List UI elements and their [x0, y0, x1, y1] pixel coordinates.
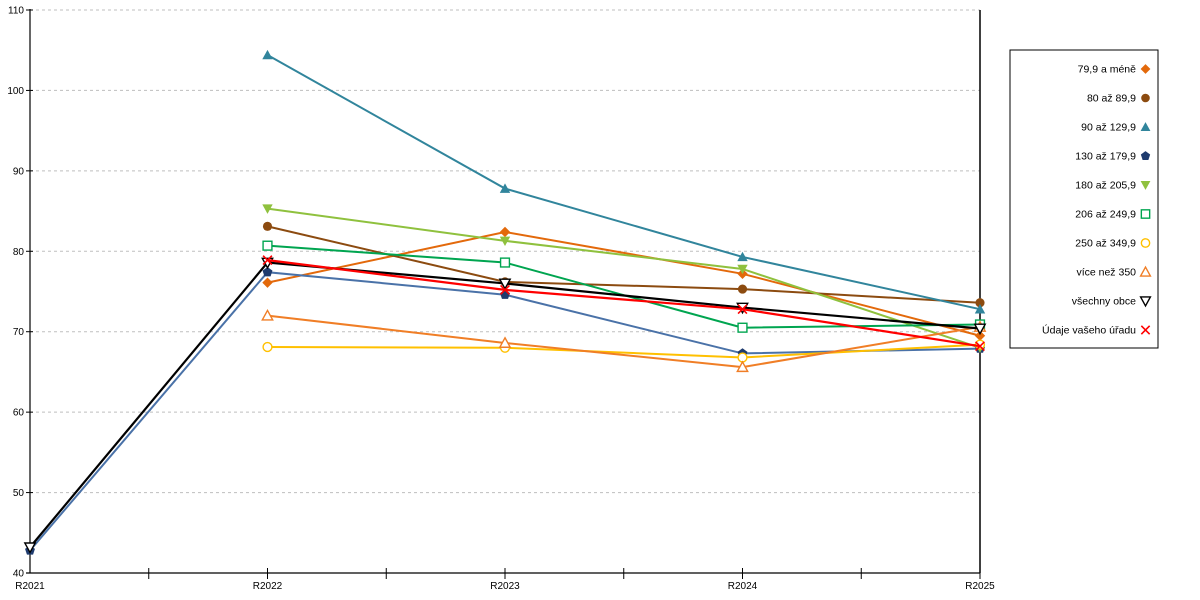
- data-point-marker: [736, 360, 749, 373]
- legend-marker-icon: [1140, 209, 1151, 219]
- legend-border: [1009, 49, 1159, 349]
- data-point-marker: [499, 236, 511, 247]
- legend-marker-icon: [1139, 265, 1152, 277]
- legend-item: všechny obce: [1072, 296, 1152, 308]
- series-line: [267, 314, 981, 369]
- data-point-marker: [973, 323, 987, 336]
- data-point-marker: [262, 341, 273, 353]
- data-point-marker: [262, 204, 273, 214]
- legend-item-label: 180 až 205,9: [1075, 180, 1136, 192]
- y-tick-label: 90: [13, 166, 25, 177]
- legend-marker-icon: [1140, 64, 1151, 74]
- data-point-marker: [262, 266, 273, 277]
- data-point-marker: [500, 284, 510, 295]
- data-point-marker: [499, 257, 511, 268]
- axes: [26, 9, 981, 574]
- legend-marker-icon: [1140, 151, 1151, 160]
- x-tick-label: R2023: [490, 581, 520, 592]
- y-tick-labels: 40 50 60 70 80 90 100 110: [7, 6, 33, 580]
- legend-item-label: 79,9 a méně: [1078, 64, 1137, 76]
- legend-item-label: více než 350: [1076, 267, 1136, 279]
- legend-marker-icon: [1141, 93, 1150, 103]
- y-tick-label: 100: [7, 86, 24, 97]
- y-tick-label: 60: [13, 408, 25, 419]
- x-tick-label: R2021: [15, 581, 45, 592]
- legend-item-label: Údaje vašeho úřadu: [1042, 324, 1136, 337]
- legend-marker-icon: [1140, 325, 1151, 335]
- y-tick-label: 40: [13, 569, 25, 580]
- data-point-marker: [737, 304, 748, 315]
- gridlines: [30, 9, 980, 494]
- series-1: [262, 226, 986, 341]
- data-point-marker: [262, 49, 273, 60]
- data-point-marker: [262, 240, 273, 251]
- series-line: [267, 225, 981, 304]
- data-point-marker: [737, 251, 748, 262]
- legend-item-label: 206 až 249,9: [1075, 209, 1136, 221]
- series-line: [267, 207, 981, 349]
- legend-item-label: 250 až 349,9: [1075, 238, 1136, 250]
- legend-marker-icon: [1140, 180, 1151, 190]
- legend-item: 250 až 349,9: [1075, 238, 1151, 250]
- legend-item: Údaje vašeho úřadu: [1042, 324, 1151, 337]
- legend-item: 79,9 a méně: [1078, 64, 1151, 76]
- legend-item-label: 90 až 129,9: [1081, 122, 1136, 134]
- data-point-marker: [23, 542, 37, 554]
- legend-item-label: všechny obce: [1072, 296, 1136, 308]
- legend-item: 130 až 179,9: [1075, 151, 1151, 163]
- y-tick-label: 80: [13, 247, 25, 258]
- legend-marker-icon: [1140, 122, 1151, 132]
- data-point-marker: [974, 339, 986, 350]
- data-point-marker: [737, 322, 748, 333]
- y-tick-label: 50: [13, 488, 25, 499]
- series-line: [267, 259, 981, 348]
- legend-marker-icon: [1139, 296, 1152, 308]
- x-tick-label: R2025: [965, 581, 995, 592]
- data-point-marker: [974, 303, 986, 314]
- legend-item: 80 až 89,9: [1087, 93, 1150, 105]
- data-point-marker: [499, 226, 511, 238]
- series-line: [267, 230, 981, 337]
- series-line: [267, 54, 981, 311]
- y-tick-label: 110: [8, 6, 24, 17]
- data-point-marker: [499, 183, 511, 193]
- legend-item: 206 až 249,9: [1075, 209, 1151, 221]
- series-line: [29, 261, 981, 548]
- x-tick-labels: R2021 R2022 R2023 R2024 R2025: [15, 568, 995, 592]
- data-point-marker: [498, 336, 512, 348]
- series-10: [262, 255, 985, 352]
- legend-item: více než 350: [1076, 265, 1152, 279]
- data-point-marker: [262, 277, 273, 288]
- legend: 79,9 a méně 80 až 89,9 90 až 129,9 130 až 1…: [1009, 49, 1159, 349]
- data-point-marker: [975, 341, 985, 352]
- series-line: [267, 343, 981, 359]
- data-point-marker: [498, 278, 512, 291]
- series-3: [262, 49, 986, 314]
- y-tick-label: 70: [13, 327, 25, 338]
- legend-item: 90 až 129,9: [1081, 122, 1151, 134]
- series-4: [25, 266, 985, 555]
- data-point-marker: [262, 221, 273, 231]
- x-tick-label: R2024: [728, 581, 758, 592]
- x-tick-label: R2022: [253, 581, 283, 592]
- data-point-marker: [737, 284, 748, 294]
- data-point-marker: [737, 264, 748, 275]
- data-point-marker: [262, 255, 273, 266]
- data-point-marker: [975, 298, 985, 308]
- legend-item: 180 až 205,9: [1075, 180, 1151, 192]
- data-point-marker: [974, 330, 986, 341]
- data-point-marker: [261, 308, 274, 321]
- legend-item-label: 130 až 179,9: [1075, 151, 1136, 163]
- series-7: [262, 339, 986, 363]
- series-line: [29, 271, 981, 552]
- legend-marker-icon: [1140, 238, 1151, 248]
- legend-item-label: 80 až 89,9: [1087, 93, 1136, 105]
